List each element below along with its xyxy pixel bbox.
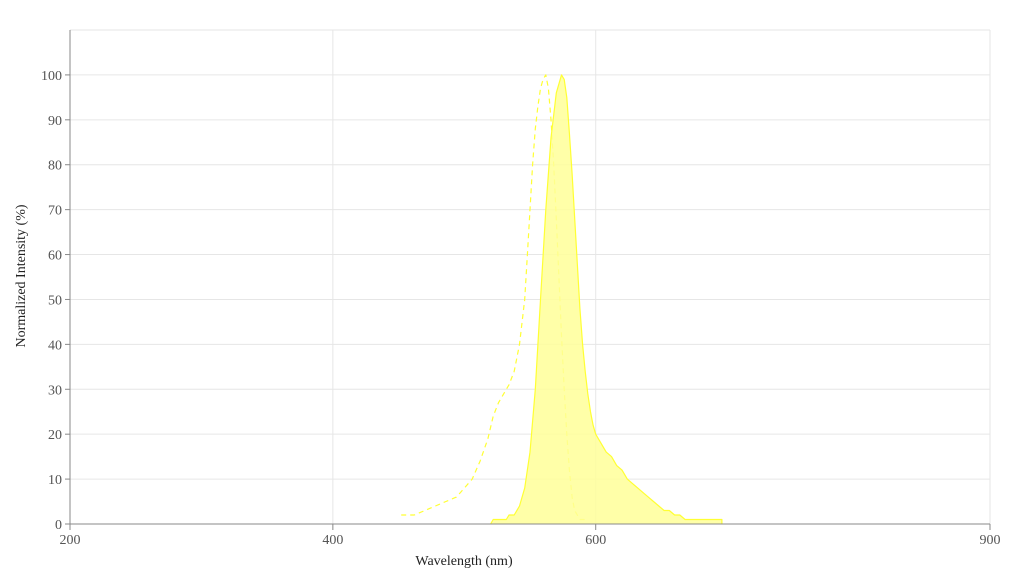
y-tick-label: 30	[48, 383, 62, 398]
y-axis-title: Normalized Intensity (%)	[14, 204, 29, 347]
emission-area	[490, 74, 722, 525]
excitation-line	[401, 74, 586, 521]
tick-labels: 0 10 20 30 40 50 60 70 80 90 100 200 400 600 900	[41, 69, 1001, 548]
y-tick-label: 80	[48, 159, 62, 174]
emission-line	[490, 74, 723, 525]
y-tick-label: 60	[48, 249, 62, 264]
x-tick-label: 600	[585, 533, 606, 548]
x-tick-label: 900	[980, 533, 1001, 548]
x-axis-title: Wavelength (nm)	[415, 554, 513, 569]
axes	[65, 30, 991, 530]
y-tick-label: 50	[48, 293, 62, 308]
x-tick-label: 400	[322, 533, 343, 548]
y-tick-label: 70	[48, 204, 62, 219]
y-tick-label: 0	[55, 518, 62, 533]
y-tick-label: 100	[41, 69, 62, 84]
y-tick-label: 90	[48, 114, 62, 129]
y-tick-label: 10	[48, 473, 62, 488]
y-tick-label: 40	[48, 338, 62, 353]
y-tick-label: 20	[48, 428, 62, 443]
x-tick-label: 200	[60, 533, 81, 548]
series-layer	[401, 74, 723, 525]
